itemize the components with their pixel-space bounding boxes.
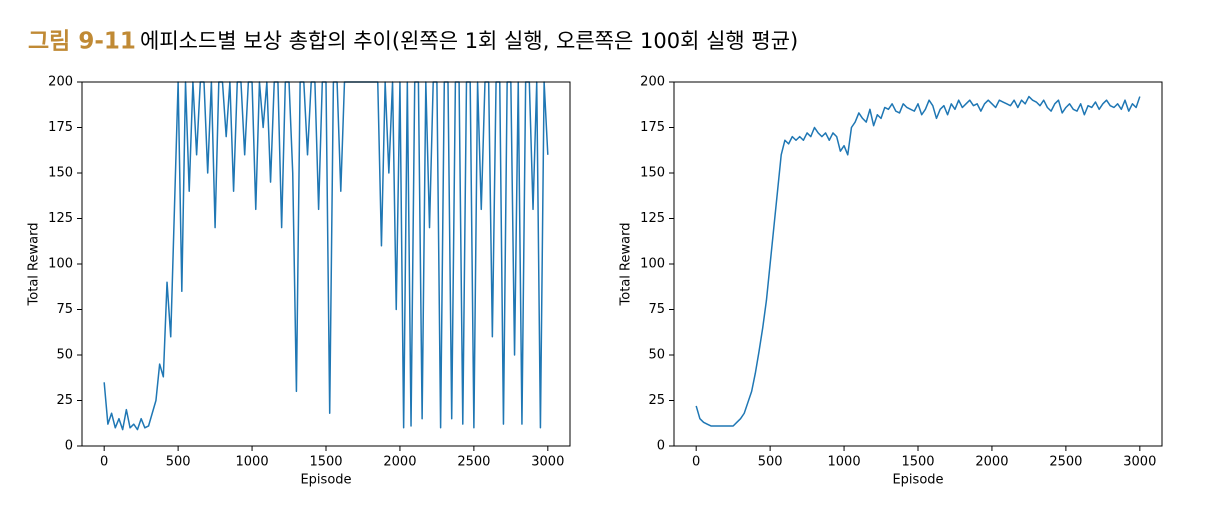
y-tick-label: 175: [640, 120, 665, 135]
y-axis-label: Total Reward: [619, 223, 634, 307]
x-tick-label: 500: [758, 455, 783, 470]
x-tick-label: 2000: [383, 455, 416, 470]
x-tick-label: 2500: [457, 455, 490, 470]
x-tick-label: 1000: [236, 455, 269, 470]
figure-label: 그림 9-11: [28, 29, 136, 55]
x-tick-label: 2000: [975, 455, 1008, 470]
x-tick-label: 1500: [309, 455, 342, 470]
y-tick-label: 200: [48, 75, 73, 90]
x-tick-label: 3000: [1123, 455, 1156, 470]
plot-frame: [673, 81, 1163, 447]
x-tick-label: 0: [100, 455, 108, 470]
y-tick-label: 0: [65, 439, 73, 454]
x-tick-label: 3000: [531, 455, 564, 470]
data-line: [695, 95, 1141, 427]
caption: 에피소드별 보상 총합의 추이(왼쪽은 1회 실행, 오른쪽은 100회 실행 …: [140, 29, 798, 53]
y-tick-label: 75: [56, 302, 73, 317]
x-tick-label: 2500: [1049, 455, 1082, 470]
x-axis-label: Episode: [892, 473, 943, 488]
y-tick-label: 0: [657, 439, 665, 454]
y-tick-label: 150: [48, 166, 73, 181]
y-tick-label: 25: [648, 393, 665, 408]
y-tick-label: 75: [648, 302, 665, 317]
y-tick-label: 125: [48, 211, 73, 226]
y-tick-label: 150: [640, 166, 665, 181]
x-tick-label: 500: [166, 455, 191, 470]
x-tick-label: 0: [692, 455, 700, 470]
y-tick-label: 125: [640, 211, 665, 226]
y-tick-label: 100: [640, 257, 665, 272]
y-tick-label: 175: [48, 120, 73, 135]
y-tick-label: 200: [640, 75, 665, 90]
y-tick-label: 25: [56, 393, 73, 408]
y-axis-label: Total Reward: [27, 223, 42, 307]
y-tick-label: 100: [48, 257, 73, 272]
y-tick-label: 50: [648, 348, 665, 363]
x-tick-label: 1500: [901, 455, 934, 470]
x-tick-label: 1000: [828, 455, 861, 470]
x-axis-label: Episode: [300, 473, 351, 488]
y-tick-label: 50: [56, 348, 73, 363]
data-line: [103, 81, 549, 431]
